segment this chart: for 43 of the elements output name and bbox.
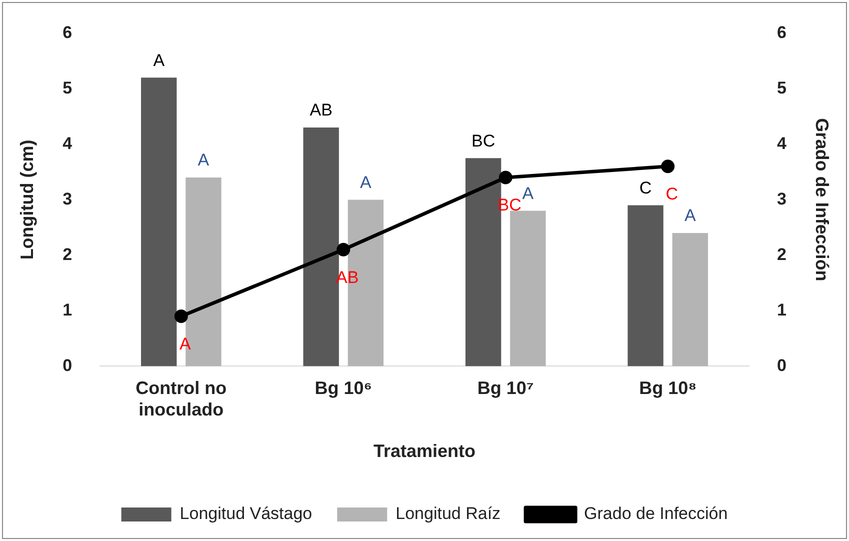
- y2-axis-title: Grado de Infección: [812, 118, 832, 282]
- annotation: AB: [310, 100, 332, 120]
- annotation: A: [522, 184, 534, 203]
- y-tick-label: 2: [62, 244, 72, 264]
- annotation: C: [639, 178, 652, 198]
- annotation: C: [666, 184, 678, 204]
- point: [336, 242, 350, 256]
- y2-tick-label: 6: [776, 22, 786, 42]
- annotation: A: [684, 206, 696, 226]
- point: [661, 160, 675, 174]
- bar: [672, 233, 708, 366]
- y-tick-label: 4: [62, 134, 73, 153]
- y-axis-title: Longitud (cm): [16, 140, 37, 260]
- y-tick-label: 6: [62, 22, 72, 42]
- bar: [141, 78, 177, 366]
- annotation: A: [179, 334, 192, 354]
- y2-tick-label: 4: [776, 134, 787, 153]
- y-tick-label: 0: [62, 356, 72, 375]
- legend-label: Longitud Vástago: [180, 504, 312, 524]
- annotation: A: [153, 50, 166, 70]
- bar: [510, 210, 546, 366]
- point: [498, 170, 512, 184]
- annotation: A: [360, 172, 372, 192]
- legend-label: Longitud Raíz: [396, 504, 501, 524]
- y-tick-label: 5: [62, 78, 72, 98]
- annotation: BC: [471, 131, 496, 150]
- annotation: A: [198, 150, 210, 170]
- y-tick-label: 1: [62, 300, 72, 320]
- bar: [628, 205, 664, 366]
- y2-tick-label: 2: [776, 244, 786, 264]
- y2-tick-label: 0: [776, 356, 786, 375]
- x-axis-title: Tratamiento: [373, 441, 476, 462]
- point: [174, 310, 188, 323]
- x-tick-label: Control no inoculado: [136, 378, 227, 420]
- y-tick-label: 3: [62, 189, 72, 208]
- y2-tick-label: 1: [776, 300, 786, 320]
- annotation: AB: [336, 268, 359, 287]
- x-tick-label: Bg 10⁸: [639, 378, 697, 398]
- x-tick-label: Bg 10⁷: [477, 378, 534, 398]
- legend-label: Grado de Infección: [584, 504, 728, 524]
- x-tick-label: Bg 10⁶: [314, 378, 372, 398]
- y2-tick-label: 5: [776, 78, 786, 98]
- y2-tick-label: 3: [776, 189, 786, 208]
